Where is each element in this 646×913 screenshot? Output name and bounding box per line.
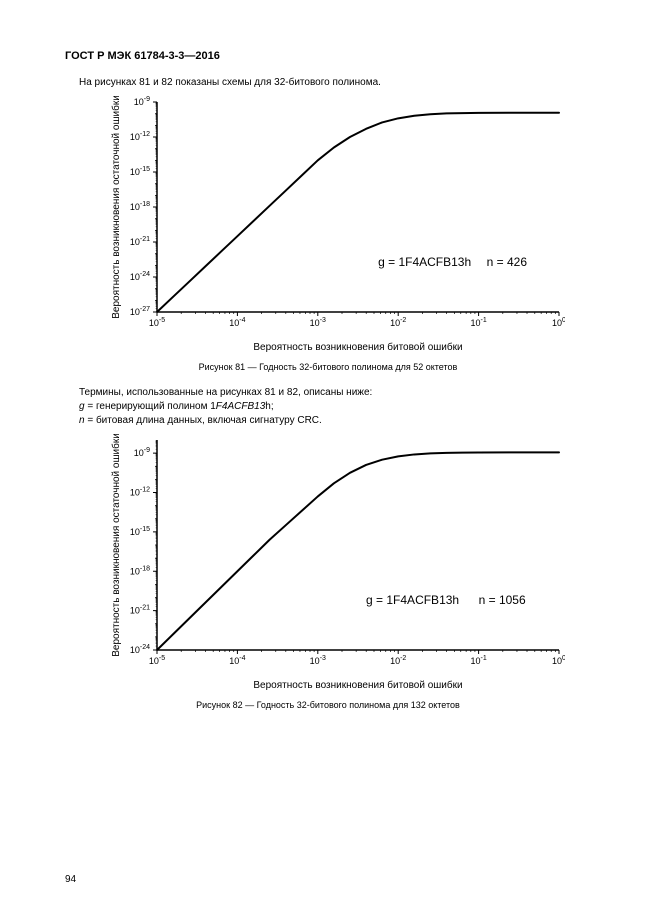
svg-text:10-15: 10-15 (130, 525, 150, 536)
svg-text:10-5: 10-5 (149, 317, 165, 328)
svg-text:10-2: 10-2 (390, 317, 406, 328)
figure-82-caption: Рисунок 82 — Годность 32-битового полино… (65, 700, 591, 710)
term-g-ital: F4ACFB13 (216, 401, 265, 412)
svg-text:Вероятность возникновения оста: Вероятность возникновения остаточной оши… (110, 434, 122, 657)
term-g-text: = генерирующий полином 1 (85, 401, 216, 412)
svg-text:10-21: 10-21 (130, 604, 150, 615)
svg-text:g = 1F4ACFB13h: g = 1F4ACFB13h (366, 592, 459, 606)
svg-text:10-3: 10-3 (310, 317, 326, 328)
svg-text:10-5: 10-5 (149, 655, 165, 666)
document-code: ГОСТ Р МЭК 61784-3-3—2016 (65, 50, 591, 62)
svg-text:10-21: 10-21 (130, 236, 150, 247)
term-n-text: = битовая длина данных, включая сигнатур… (85, 415, 322, 426)
svg-text:10-2: 10-2 (390, 655, 406, 666)
term-g-tail: h; (265, 401, 273, 412)
page-number: 94 (65, 874, 76, 885)
svg-text:g = 1F4ACFB13h: g = 1F4ACFB13h (378, 254, 471, 268)
svg-text:100: 100 (552, 317, 565, 328)
svg-text:10-12: 10-12 (130, 131, 150, 142)
intro-text: На рисунках 81 и 82 показаны схемы для 3… (65, 76, 591, 90)
svg-text:Вероятность возникновения бито: Вероятность возникновения битовой ошибки (253, 679, 462, 691)
svg-text:100: 100 (552, 655, 565, 666)
term-n: n = битовая длина данных, включая сигнат… (65, 414, 591, 428)
svg-text:10-4: 10-4 (229, 317, 245, 328)
svg-text:10-9: 10-9 (134, 447, 150, 458)
svg-text:n = 426: n = 426 (487, 254, 528, 268)
svg-text:Вероятность возникновения бито: Вероятность возникновения битовой ошибки (253, 341, 462, 353)
terms-block: Термины, использованные на рисунках 81 и… (65, 386, 591, 428)
terms-intro: Термины, использованные на рисунках 81 и… (65, 386, 591, 400)
figure-81-chart: 10-5 10-4 10-3 10-2 10-1 100 10-27 10-24 10-21 10… (105, 96, 565, 356)
svg-text:10-4: 10-4 (229, 655, 245, 666)
svg-text:Вероятность возникновения оста: Вероятность возникновения остаточной оши… (110, 96, 122, 319)
svg-text:10-12: 10-12 (130, 486, 150, 497)
svg-text:10-27: 10-27 (130, 306, 150, 317)
svg-text:10-1: 10-1 (470, 317, 486, 328)
svg-text:10-9: 10-9 (134, 96, 150, 107)
svg-text:10-15: 10-15 (130, 166, 150, 177)
svg-text:10-24: 10-24 (130, 271, 150, 282)
svg-text:10-18: 10-18 (130, 201, 150, 212)
svg-text:10-24: 10-24 (130, 644, 150, 655)
figure-82-chart: 10-5 10-4 10-3 10-2 10-1 100 10-24 10-21 10-18 10… (105, 434, 565, 694)
svg-text:10-1: 10-1 (470, 655, 486, 666)
svg-text:n = 1056: n = 1056 (479, 592, 526, 606)
svg-text:10-18: 10-18 (130, 565, 150, 576)
page: ГОСТ Р МЭК 61784-3-3—2016 На рисунках 81… (0, 0, 646, 913)
svg-text:10-3: 10-3 (310, 655, 326, 666)
figure-81-caption: Рисунок 81 — Годность 32-битового полино… (65, 362, 591, 372)
term-g: g = генерирующий полином 1F4ACFB13h; (65, 400, 591, 414)
